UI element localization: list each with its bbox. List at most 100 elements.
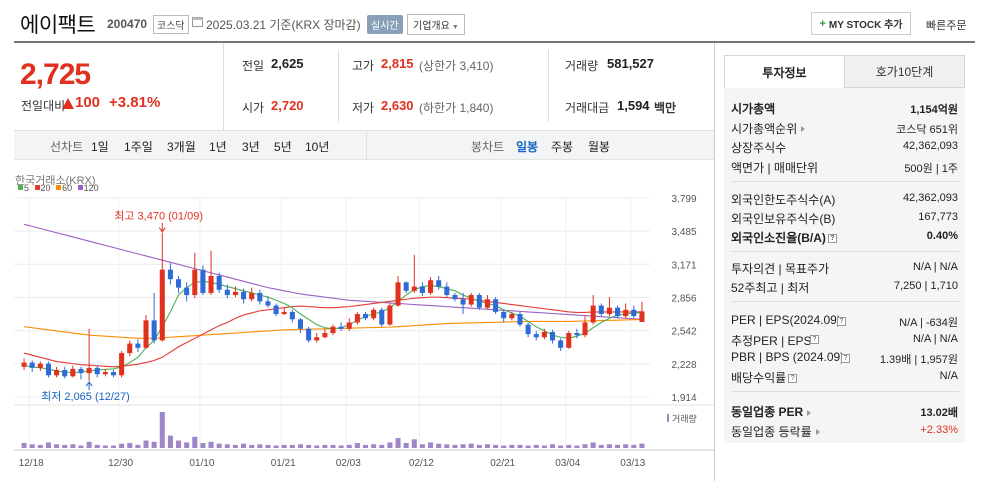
range-5y[interactable]: 5년 <box>274 140 292 154</box>
prev-close-label: 전일 <box>242 59 265 73</box>
candle-body <box>590 305 596 323</box>
candle-daily[interactable]: 일봉 <box>516 140 539 154</box>
candle-body <box>574 333 580 336</box>
info-label: 시가총액순위 <box>731 120 806 137</box>
candle-body <box>582 322 588 336</box>
help-icon[interactable]: ? <box>837 317 846 326</box>
range-10y[interactable]: 10년 <box>305 140 330 154</box>
volume-bar <box>45 442 51 448</box>
high-annotation: 최고 3,470 (01/09) <box>114 210 203 223</box>
open-label: 시가 <box>242 101 265 115</box>
stock-code: 200470 <box>107 17 148 31</box>
ma20-line <box>23 296 642 368</box>
volume-bar <box>509 444 515 448</box>
candle-body <box>460 299 466 305</box>
info-value: N/A | -634원 <box>899 317 958 329</box>
volume-bar <box>541 445 547 448</box>
prev-close-value: 2,625 <box>271 56 304 71</box>
chevron-right-icon[interactable] <box>815 429 820 436</box>
candle-body <box>598 305 604 315</box>
candle-body <box>54 369 60 376</box>
info-label-text: 외국인소진율(B/A) <box>731 231 826 245</box>
help-icon[interactable]: ? <box>788 373 798 383</box>
volume-bar <box>362 444 369 448</box>
range-3m[interactable]: 3개월 <box>167 140 196 154</box>
quick-order-link[interactable]: 빠른주문 <box>926 20 967 32</box>
volume-bar <box>224 444 230 448</box>
tab-investment-info[interactable]: 투자정보 <box>724 55 845 88</box>
info-label: 배당수익률? <box>731 369 798 386</box>
candle-body <box>525 324 531 335</box>
volume-bar <box>273 445 279 448</box>
info-label-text: 동일업종 등락률 <box>731 424 812 439</box>
candle-body <box>62 369 68 377</box>
ma-legend: 5 20 60 120 <box>15 183 99 193</box>
volume-label: 거래량 <box>565 59 599 73</box>
candle-body <box>444 286 450 296</box>
info-label: 투자의견 | 목표주가 <box>731 260 829 277</box>
divider <box>732 251 959 252</box>
company-info-dropdown[interactable]: 기업개요 ▼ <box>407 14 465 35</box>
range-1w[interactable]: 1주일 <box>124 140 153 154</box>
candle-body <box>257 292 263 302</box>
y-tick-label: 3,799 <box>671 194 696 205</box>
candle-body <box>509 314 515 319</box>
chart-range-bar <box>14 130 714 160</box>
info-value: 13.02배 <box>920 407 958 419</box>
volume-bar <box>338 445 344 448</box>
volume-bar <box>623 444 629 448</box>
realtime-button[interactable]: 실시간 <box>367 15 403 34</box>
range-3y[interactable]: 3년 <box>242 140 260 154</box>
candle-body <box>184 287 190 296</box>
info-value: 코스닥 651위 <box>896 123 958 136</box>
candle-weekly[interactable]: 주봉 <box>551 140 574 154</box>
volume-bar <box>78 445 84 448</box>
candle-body <box>452 295 458 300</box>
y-tick-label: 3,485 <box>671 227 696 238</box>
volume-bar <box>517 444 523 448</box>
volume-bar <box>354 443 360 448</box>
range-1y[interactable]: 1년 <box>209 140 227 154</box>
ma60-swatch <box>56 185 62 190</box>
candle-body <box>86 367 92 374</box>
candle-body <box>176 279 182 288</box>
volume-bar <box>379 444 385 448</box>
volume-bar <box>598 444 604 448</box>
volume-bar <box>631 444 637 448</box>
price-chart[interactable]: 3,799 3,485 3,171 2,856 2,542 2,228 1,914 12/18… <box>14 190 714 471</box>
info-label: 52주최고 | 최저 <box>731 279 809 296</box>
candle-body <box>110 372 117 376</box>
info-label: 액면가 | 매매단위 <box>731 159 818 176</box>
volume-bar <box>639 443 645 448</box>
chevron-right-icon[interactable] <box>807 409 812 416</box>
candle-body <box>566 333 572 348</box>
help-icon[interactable]: ? <box>841 354 850 363</box>
volume-bar <box>62 444 68 448</box>
divider <box>366 131 367 159</box>
candle-body <box>639 311 645 322</box>
mystock-add-button[interactable]: + MY STOCK 추가 <box>811 12 911 35</box>
info-label-text: 추정PER | EPS <box>731 333 812 348</box>
tab-orderbook[interactable]: 호가10단계 <box>844 55 965 88</box>
candle-body <box>330 326 336 334</box>
volume-bar <box>549 444 556 448</box>
info-label: 시가총액 <box>731 100 775 117</box>
chevron-right-icon[interactable] <box>801 126 806 133</box>
divider <box>732 301 959 302</box>
investment-info-panel <box>724 55 965 443</box>
info-value: 42,362,093 <box>902 192 958 204</box>
help-icon[interactable]: ? <box>827 234 837 244</box>
candle-monthly[interactable]: 월봉 <box>588 140 611 154</box>
header-divider <box>14 41 975 43</box>
volume-bar <box>615 444 621 448</box>
info-label-text: PER | EPS(2024.09) <box>731 313 841 327</box>
range-1d[interactable]: 1일 <box>91 140 109 154</box>
help-icon[interactable]: ? <box>810 335 819 344</box>
volume-bar <box>371 444 377 448</box>
candle-body <box>314 337 320 341</box>
ma60-label: 60 <box>62 183 73 193</box>
high-arrow-head <box>158 227 166 233</box>
info-label-text: 외국인한도주식수(A) <box>731 193 836 207</box>
info-label-text: 외국인보유주식수(B) <box>731 212 836 226</box>
candle-body <box>70 368 76 377</box>
